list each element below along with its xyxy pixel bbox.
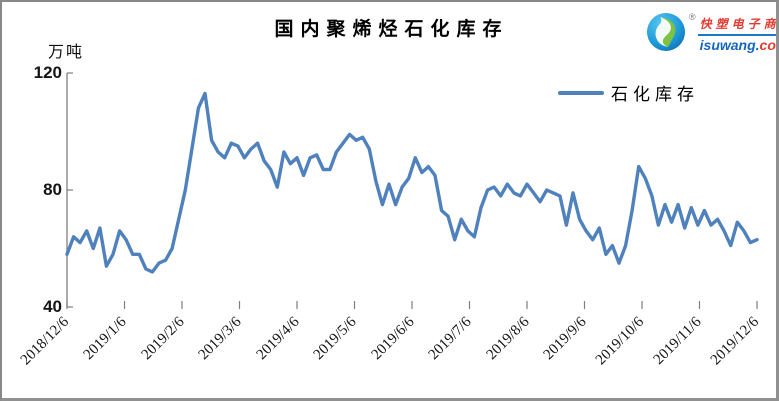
y-axis-unit-label: 万吨 (48, 44, 85, 61)
inventory-line (65, 91, 759, 274)
brand-domain: isuwang.co (697, 34, 776, 53)
brand-name: 快塑电子商 (699, 17, 779, 31)
y-axis-label: 40 (43, 297, 62, 316)
brand-logo: ® 快塑电子商 isuwang.co (646, 12, 779, 53)
logo-text: 快塑电子商 isuwang.co (697, 12, 779, 53)
legend-label: 石化库存 (611, 85, 699, 104)
y-axis-label: 80 (43, 180, 62, 199)
y-axis-label: 120 (33, 63, 62, 82)
legend: 石化库存 (558, 80, 699, 105)
legend-line-swatch (558, 90, 604, 95)
chart-title: 国内聚烯烃石化库存 (274, 19, 509, 40)
logo-mark-icon (647, 13, 685, 51)
registered-mark: ® (689, 12, 696, 22)
